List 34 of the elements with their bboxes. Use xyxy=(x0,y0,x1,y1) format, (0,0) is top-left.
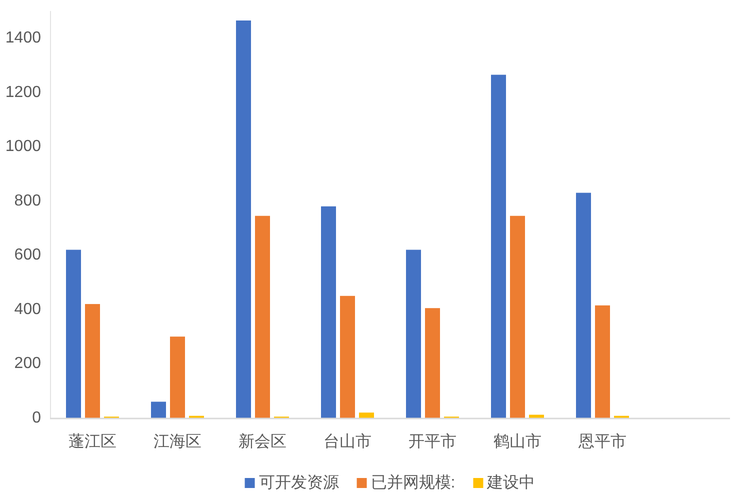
y-tick-label: 400 xyxy=(14,300,42,318)
bar xyxy=(576,192,591,418)
y-tick-label: 200 xyxy=(14,355,42,372)
x-tick-label: 蓬江区 xyxy=(68,432,116,450)
legend-label: 已并网规模: xyxy=(370,474,456,492)
y-tick-label: 1000 xyxy=(5,138,42,156)
bar xyxy=(340,296,355,418)
y-tick-label: 1200 xyxy=(5,84,42,101)
bar xyxy=(491,74,506,418)
bar xyxy=(425,308,440,418)
y-tick-label: 0 xyxy=(32,410,42,426)
bar xyxy=(85,304,100,418)
bar xyxy=(66,250,81,418)
y-tick-label: 1400 xyxy=(5,30,42,47)
x-tick-label: 恩平市 xyxy=(578,432,626,450)
bar xyxy=(236,20,251,418)
bar xyxy=(255,216,270,418)
bar xyxy=(595,305,610,418)
bar xyxy=(406,250,421,418)
bar xyxy=(170,336,185,418)
legend-label: 可开发资源 xyxy=(258,474,339,492)
bar xyxy=(529,414,544,418)
y-tick-label: 800 xyxy=(14,192,42,210)
legend-label: 建设中 xyxy=(486,474,536,492)
y-tick-label: 600 xyxy=(14,246,42,264)
bar xyxy=(321,206,336,418)
x-tick-label: 台山市 xyxy=(324,432,372,450)
x-tick-label: 江海区 xyxy=(154,434,202,450)
x-tick-label: 新会区 xyxy=(238,432,286,450)
bar xyxy=(151,402,166,418)
bar xyxy=(359,412,374,418)
x-tick-label: 开平市 xyxy=(408,432,456,450)
x-tick-label: 鹤山市 xyxy=(494,432,542,450)
bar xyxy=(510,216,525,418)
